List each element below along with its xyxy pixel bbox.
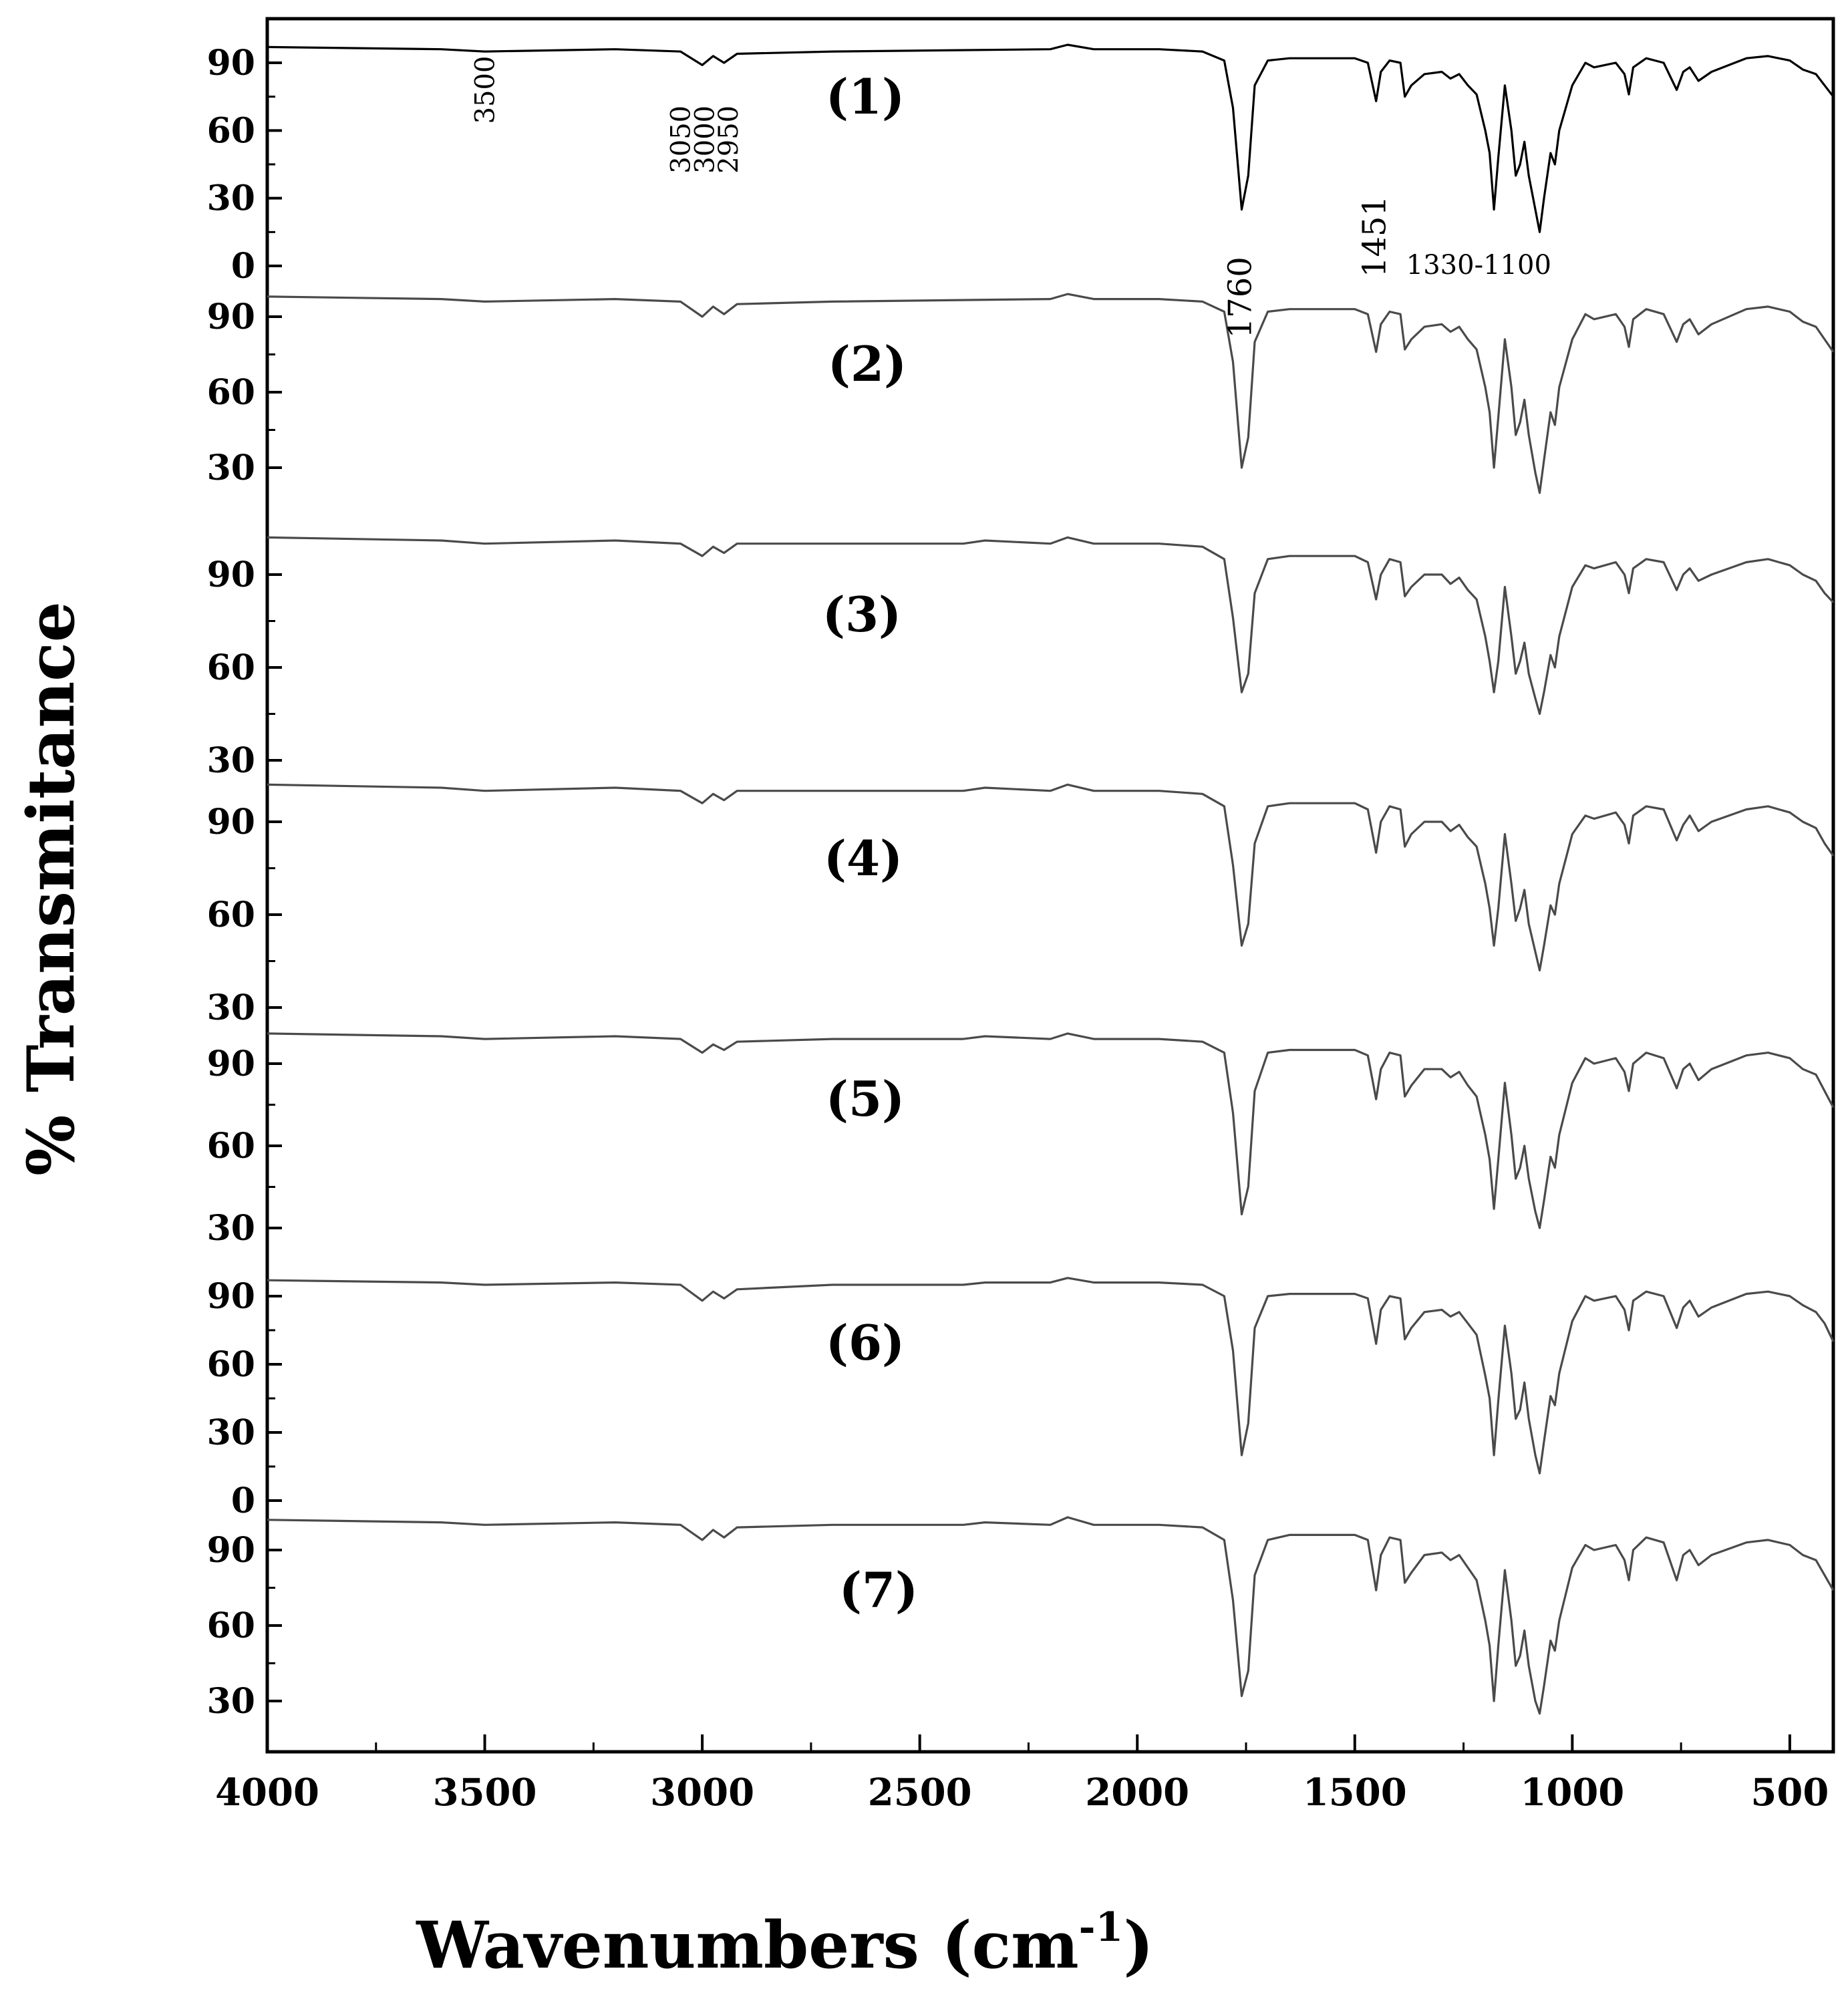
y-tick-label: 30	[207, 1681, 255, 1722]
y-tick-label: 30	[207, 1208, 255, 1249]
series-label-7: (7)	[839, 1561, 918, 1618]
y-tick-label: 90	[207, 1044, 255, 1084]
spectrum-line-6	[267, 1277, 1835, 1475]
x-axis-title-close: )	[1123, 1907, 1153, 1983]
y-tick-label: 90	[207, 43, 255, 84]
spectrum-line-7	[267, 1516, 1835, 1715]
x-axis-ticks: 4000 3500 3000 2500 2000 1500 1000 500	[215, 1734, 1829, 1815]
spectrum-line-3	[267, 536, 1835, 716]
y-tick-label: 60	[207, 372, 255, 413]
peak-annotation: 3000	[689, 106, 720, 174]
peak-annotation: 2950	[714, 106, 744, 174]
x-tick-label: 3000	[650, 1771, 754, 1815]
y-tick-label: 30	[207, 987, 255, 1028]
y-tick-label: 60	[207, 1344, 255, 1385]
y-tick-label: 90	[207, 802, 255, 842]
plot-frame	[265, 17, 1835, 1754]
spectrum-line-4	[267, 783, 1835, 971]
series-labels: (1) (2) (3) (4) (5) (6) (7)	[822, 68, 918, 1618]
spectrum-line-2	[267, 293, 1835, 494]
series-label-5: (5)	[826, 1070, 905, 1127]
y-axis-title: % Transmitance	[13, 601, 89, 1176]
y-tick-label: 60	[207, 647, 255, 688]
x-tick-label: 3500	[433, 1771, 537, 1815]
x-axis-title-superscript: -1	[1079, 1904, 1124, 1951]
y-tick-label: 30	[207, 740, 255, 781]
y-tick-label: 90	[207, 1530, 255, 1571]
series-label-4: (4)	[824, 830, 903, 887]
y-tick-label: 60	[207, 895, 255, 935]
y-tick-label: 30	[207, 448, 255, 488]
x-tick-label: 1000	[1520, 1771, 1624, 1815]
x-axis-title-main: Wavenumbers (cm	[416, 1907, 1078, 1983]
peak-annotation: 1330-1100	[1406, 250, 1551, 281]
spectrum-line-5	[267, 1032, 1835, 1229]
spectra-lines	[267, 43, 1835, 1715]
series-label-3: (3)	[822, 586, 901, 643]
x-tick-label: 500	[1750, 1771, 1829, 1815]
y-tick-label: 60	[207, 1605, 255, 1646]
peak-annotation: 3050	[666, 106, 697, 174]
y-tick-label: 30	[207, 178, 255, 219]
y-tick-label: 90	[207, 1276, 255, 1317]
spectrum-line-1	[267, 43, 1835, 233]
y-tick-label: 90	[207, 555, 255, 595]
x-tick-label: 2500	[868, 1771, 972, 1815]
series-label-2: (2)	[828, 335, 907, 392]
series-label-6: (6)	[826, 1314, 905, 1371]
y-axis-ticks: 90 60 30 0 90 60 30 90 60 30 90 60 30 90 60 30 90 60 30 0 90…	[207, 43, 282, 1722]
series-label-1: (1)	[826, 68, 905, 125]
y-tick-label: 60	[207, 1126, 255, 1167]
y-tick-label: 0	[231, 246, 255, 287]
y-tick-label: 0	[231, 1481, 255, 1521]
x-axis-title: Wavenumbers (cm-1)	[416, 1904, 1153, 1983]
plot-frame-rect	[265, 17, 1835, 1754]
x-tick-label: 2000	[1085, 1771, 1189, 1815]
peak-annotation: 3500	[470, 56, 501, 124]
y-tick-label: 90	[207, 297, 255, 337]
y-tick-label: 60	[207, 110, 255, 151]
peak-annotation: 1451	[1356, 196, 1394, 277]
y-tick-label: 30	[207, 1412, 255, 1453]
x-tick-label: 4000	[215, 1771, 319, 1815]
peak-annotation: 1760	[1222, 257, 1259, 338]
x-tick-label: 1500	[1303, 1771, 1407, 1815]
